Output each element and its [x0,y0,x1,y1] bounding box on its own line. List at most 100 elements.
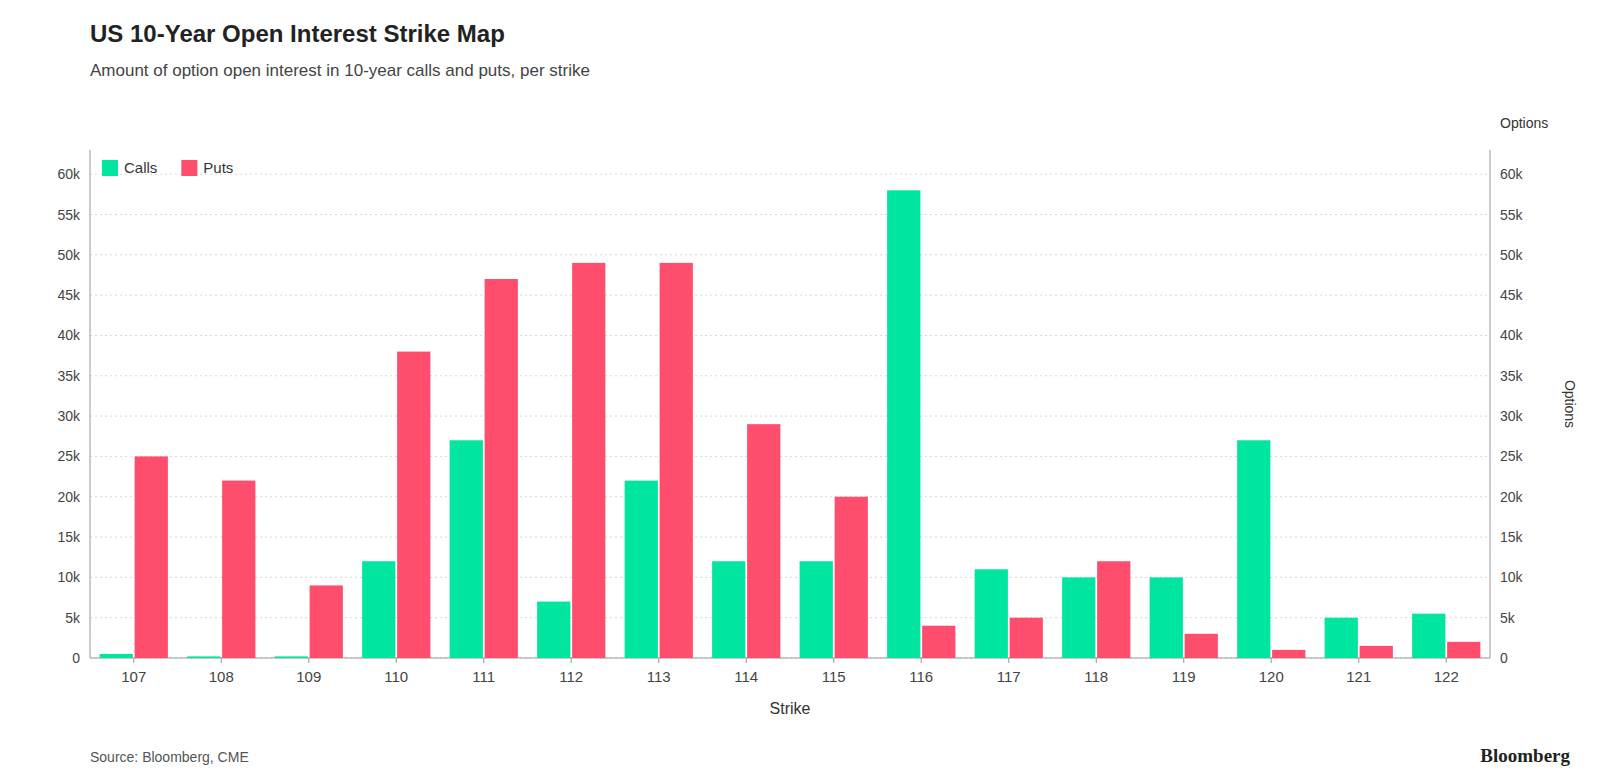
x-tick [133,658,134,663]
x-tick-label: 109 [296,668,321,685]
x-tick-label: 115 [822,668,846,685]
x-tick-label: 119 [1172,668,1196,685]
bar [1062,577,1095,658]
bar [275,656,308,658]
bar [660,263,693,658]
bar [747,424,780,658]
bar [1150,577,1183,658]
legend-swatch [181,160,197,176]
grid-line [90,335,1490,336]
y2-tick-label: 55k [1500,207,1524,223]
y-tick-label: 50k [57,247,81,263]
bar [800,561,833,658]
legend-label: Calls [124,159,157,176]
grid-line [90,577,1490,578]
y2-tick-label: 30k [1500,408,1524,424]
background [0,0,1600,778]
grid-line [90,456,1490,457]
y-tick-label: 35k [57,368,81,384]
x-tick [1008,658,1009,663]
y-tick-label: 25k [57,448,81,464]
x-tick-label: 110 [384,668,408,685]
x-tick-label: 118 [1084,668,1108,685]
grid-line [90,537,1490,538]
bar [1010,618,1043,658]
grid-line [90,174,1490,175]
y-tick-label: 55k [57,207,81,223]
bar [1237,440,1270,658]
grid-line [90,295,1490,296]
y2-axis-title: Options [1500,115,1548,131]
title: US 10-Year Open Interest Strike Map [90,20,505,47]
x-tick [833,658,834,663]
bar [450,440,483,658]
y2-tick-label: 60k [1500,166,1524,182]
x-tick-label: 114 [734,668,758,685]
bar [187,656,220,658]
x-tick [308,658,309,663]
x-tick-label: 107 [121,668,146,685]
x-axis-label: Strike [770,700,811,717]
y2-tick-label: 10k [1500,569,1524,585]
legend-swatch [102,160,118,176]
x-tick-label: 116 [909,668,933,685]
x-tick-label: 121 [1346,668,1371,685]
x-tick-label: 108 [209,668,234,685]
bar [835,497,868,658]
y2-tick-label: 50k [1500,247,1524,263]
y-axis-line [90,150,91,658]
x-tick-label: 111 [472,668,495,685]
bar [135,456,168,658]
x-tick-label: 117 [997,668,1021,685]
brand-label: Bloomberg [1480,745,1570,766]
y2-tick-label: 5k [1500,610,1516,626]
y-tick-label: 15k [57,529,81,545]
source-note: Source: Bloomberg, CME [90,749,249,765]
y2-tick-label: 35k [1500,368,1524,384]
x-tick-label: 113 [647,668,671,685]
bar [1185,634,1218,658]
bar [397,352,430,658]
grid-line [90,416,1490,417]
y-tick-label: 0 [72,650,80,666]
bar [310,585,343,658]
x-tick [221,658,222,663]
x-tick-label: 112 [559,668,583,685]
x-tick [1446,658,1447,663]
x-tick [746,658,747,663]
bar [625,481,658,658]
subtitle: Amount of option open interest in 10-yea… [90,61,590,80]
y-tick-label: 40k [57,327,81,343]
grid-line [90,254,1490,255]
y-tick-label: 5k [65,610,81,626]
grid-line [90,375,1490,376]
x-tick [658,658,659,663]
x-tick [571,658,572,663]
x-tick [483,658,484,663]
y-tick-label: 10k [57,569,81,585]
y-tick-label: 45k [57,287,81,303]
bar [572,263,605,658]
bar [1360,646,1393,658]
x-tick [1271,658,1272,663]
legend: Calls Puts [102,159,233,176]
bar [1447,642,1480,658]
bar [1272,650,1305,658]
y-tick-label: 60k [57,166,81,182]
legend-label: Puts [203,159,233,176]
grid [90,174,1490,658]
grid-line [90,617,1490,618]
bar [887,190,920,658]
y2-tick-label: 40k [1500,327,1524,343]
bar [712,561,745,658]
x-tick [1358,658,1359,663]
bar [100,654,133,658]
y2-axis-label: Options [1562,380,1578,428]
y2-tick-label: 25k [1500,448,1524,464]
x-tick [396,658,397,663]
x-tick [1183,658,1184,663]
y2-tick-label: 45k [1500,287,1524,303]
bar [485,279,518,658]
y-tick-label: 30k [57,408,81,424]
bar [1412,614,1445,658]
